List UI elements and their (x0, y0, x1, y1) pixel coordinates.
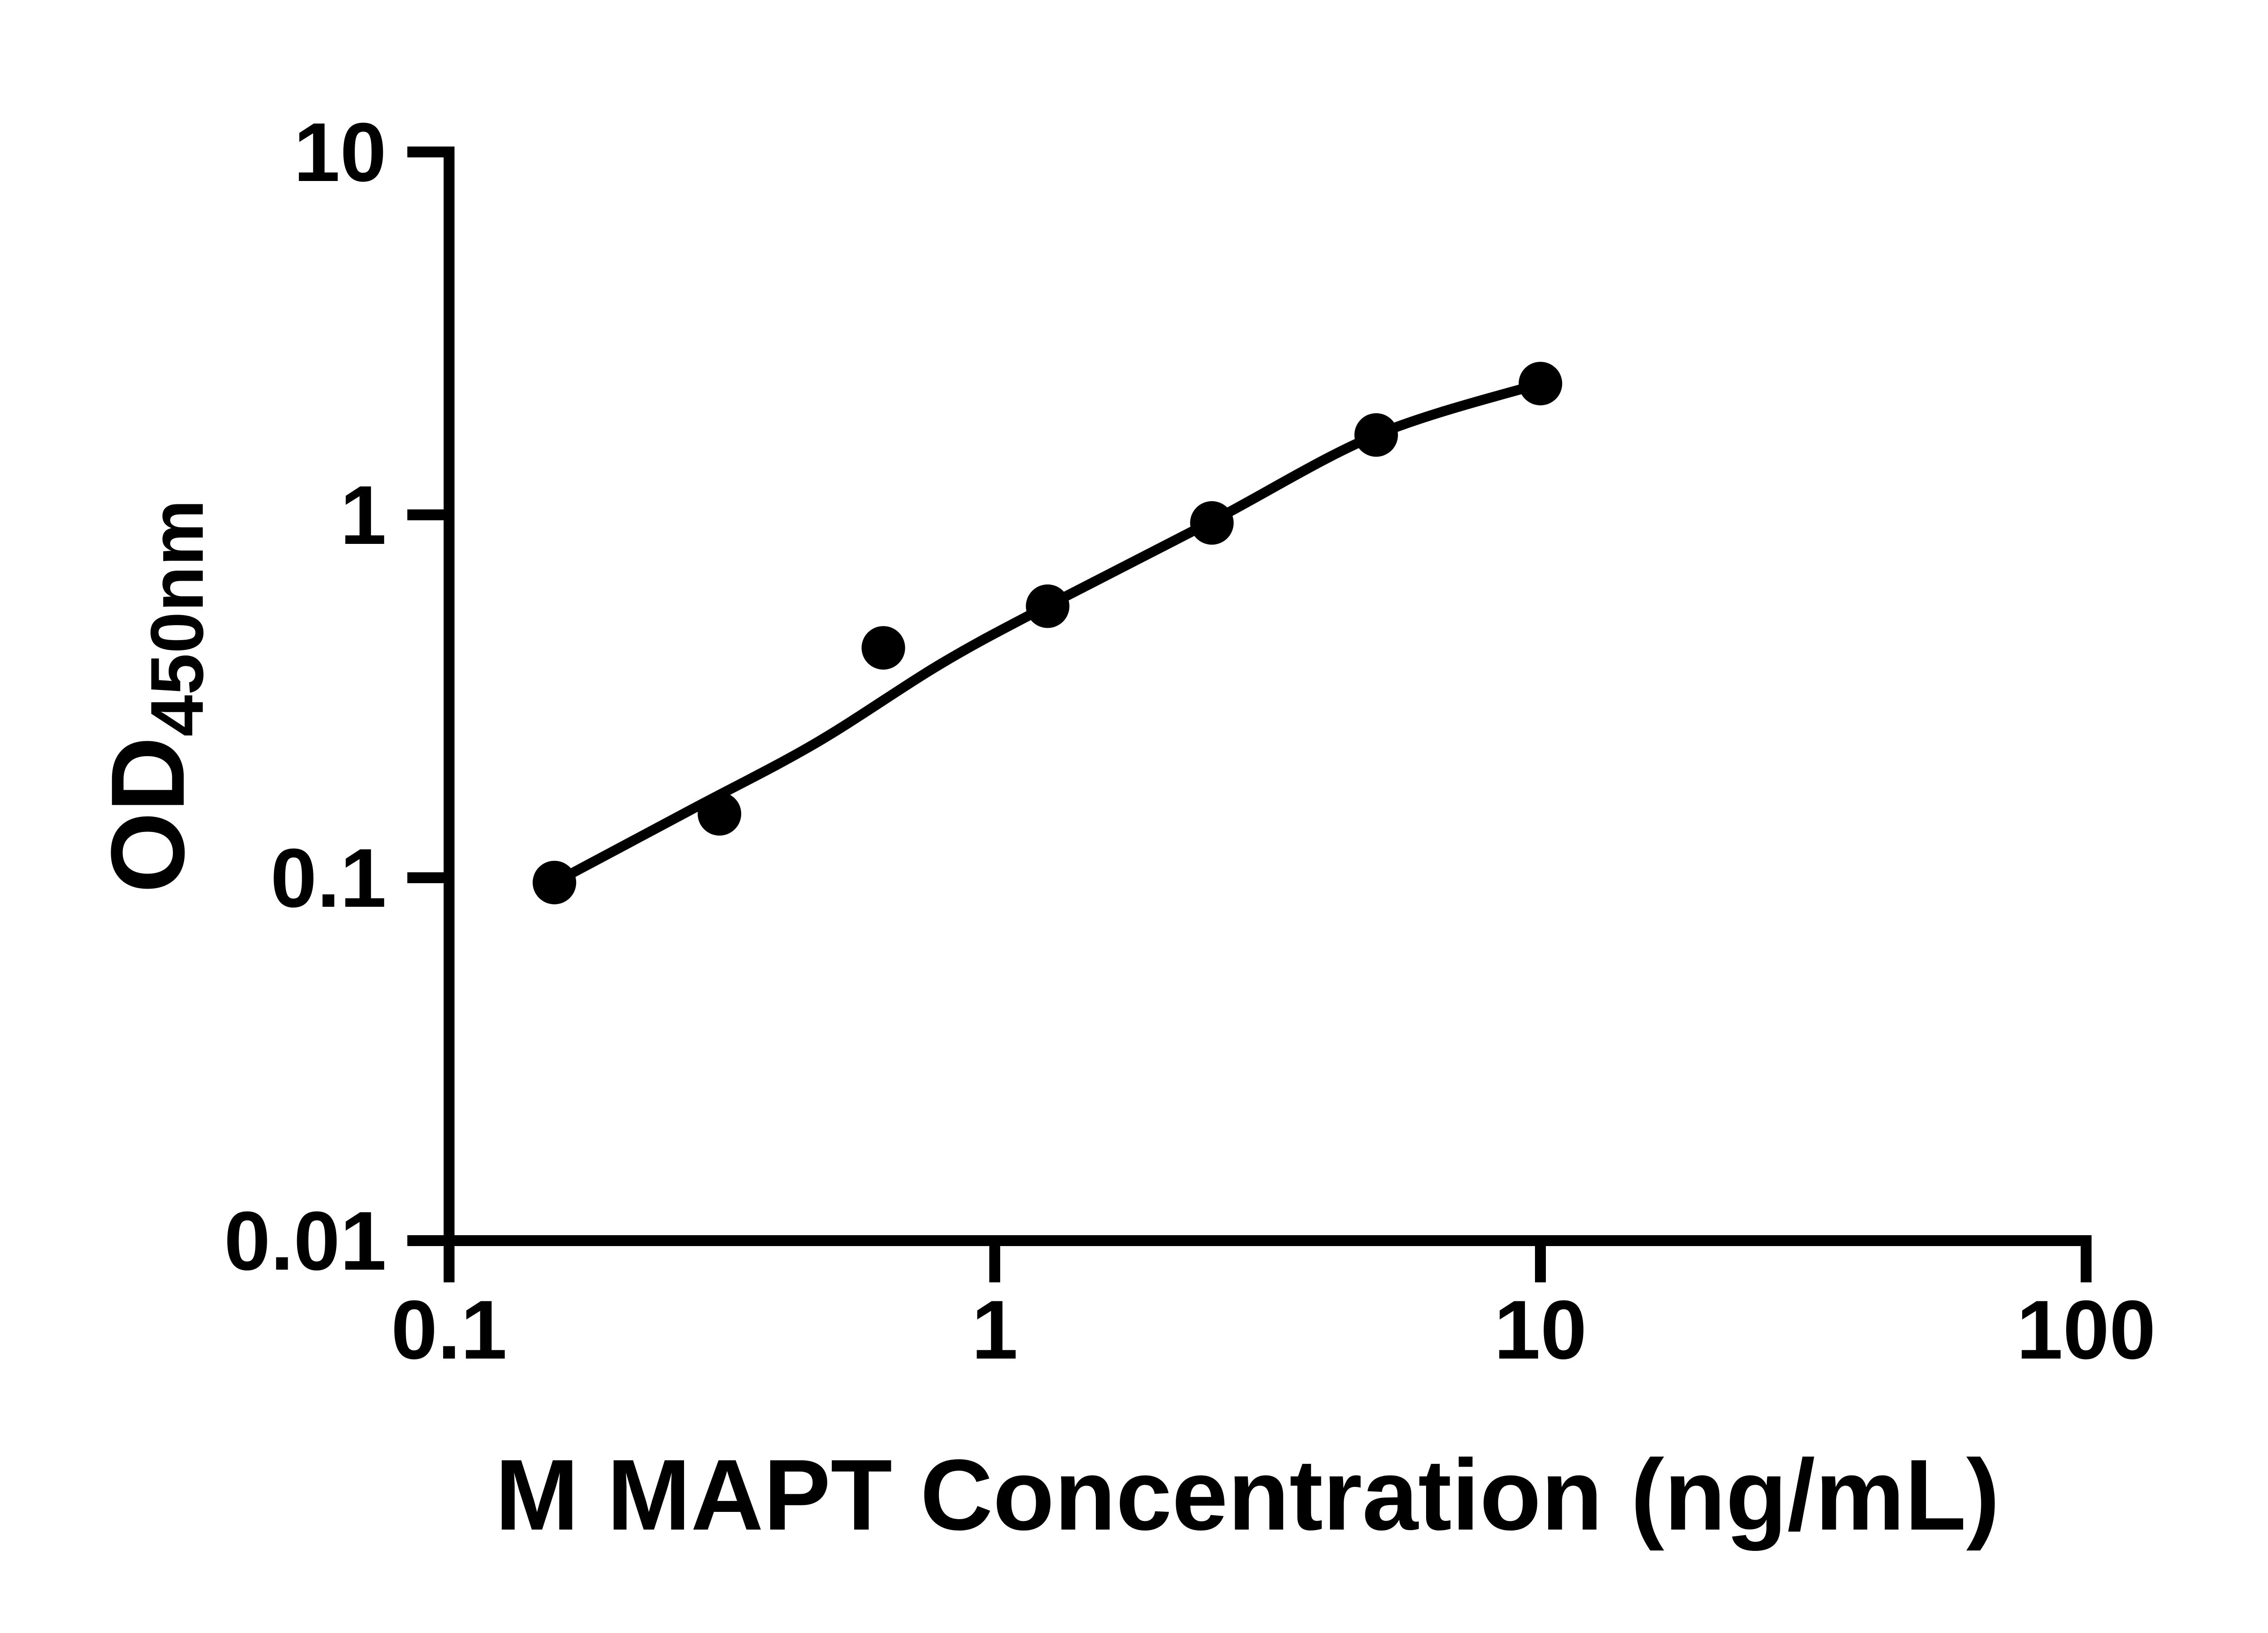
y-axis-title-subscript: 450nm (135, 499, 219, 737)
x-tick-label: 0.1 (391, 1283, 507, 1376)
data-point (861, 626, 905, 670)
data-point (1190, 501, 1234, 545)
data-point (1519, 362, 1562, 406)
y-axis-title: OD450nm (89, 499, 219, 893)
y-axis-title-main: OD (89, 737, 206, 893)
x-axis-title: M MAPT Concentration (ng/mL) (495, 1439, 1999, 1551)
y-tick-label: 0.1 (270, 831, 386, 924)
y-tick-label: 10 (293, 105, 386, 199)
x-tick-label: 10 (1494, 1283, 1587, 1376)
data-point (698, 792, 742, 836)
data-point (533, 861, 577, 905)
data-point (1026, 584, 1070, 628)
axis-lines (444, 147, 2092, 1246)
x-tick-label: 100 (2017, 1283, 2156, 1376)
data-point (1354, 413, 1398, 457)
x-tick-label: 1 (972, 1283, 1018, 1376)
y-tick-label: 1 (340, 468, 386, 562)
y-tick-label: 0.01 (224, 1194, 386, 1287)
